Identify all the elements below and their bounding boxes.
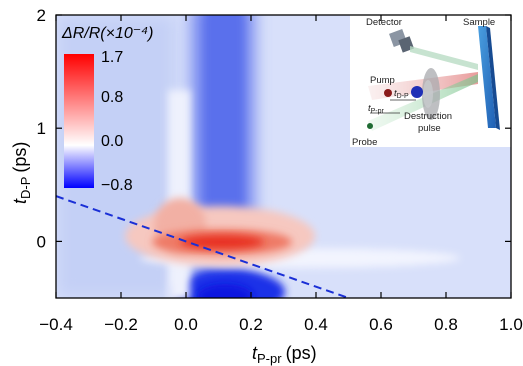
- x-tick-label: −0.2: [104, 315, 138, 334]
- inset-label-tppr: tP-pr: [368, 103, 385, 115]
- y-axis-label: tD-P(ps): [10, 142, 33, 204]
- y-axis-ticks: 0 1 2: [37, 6, 511, 251]
- x-tick-label: 0.0: [174, 315, 198, 334]
- inset-label-pump: Pump: [370, 75, 395, 86]
- x-tick-label: 0.8: [434, 315, 458, 334]
- destruction-disc-inner: [423, 80, 433, 108]
- x-tick-label: 0.4: [304, 315, 328, 334]
- plot-frame: [55, 14, 512, 299]
- x-tick-label: 0.6: [369, 315, 393, 334]
- destruction-pulse-icon: [411, 86, 423, 98]
- x-axis-label: tP-pr (ps): [252, 343, 317, 366]
- heatmap-positive-peak: [180, 235, 264, 249]
- x-tick-label: 0.2: [239, 315, 263, 334]
- colorbar-tick-max: 1.7: [101, 49, 123, 66]
- x-axis-ticks: −0.4 −0.2 0.0 0.2 0.4 0.6 0.8 1.0: [39, 15, 523, 334]
- colorbar-tick-mid: 0.8: [101, 89, 123, 106]
- inset-label-destruction: Destruction: [404, 111, 452, 122]
- inset-schematic: Detector Sample Pump tD-P tP-pr Destruct…: [350, 15, 511, 148]
- colorbar-gradient: [64, 54, 94, 188]
- inset-label-sample: Sample: [463, 17, 495, 28]
- inset-label-tdp: tD-P: [394, 88, 409, 100]
- heatmap-white-ridge: [168, 90, 190, 298]
- x-tick-label: −0.4: [39, 315, 73, 334]
- colorbar-title: ΔR/R(×10⁻⁴): [61, 25, 153, 42]
- inset-label-detector: Detector: [366, 17, 402, 28]
- sample-edge: [486, 26, 500, 130]
- y-tick-label: 0: [37, 232, 46, 251]
- sample-plate: [478, 26, 496, 128]
- heatmap-negative-bottom-core: [197, 284, 253, 298]
- detector-icon: [389, 29, 415, 53]
- probe-pulse-icon: [367, 123, 373, 129]
- colorbar: ΔR/R(×10⁻⁴) 1.7 0.8 0.0 −0.8: [61, 25, 153, 194]
- reflected-beam: [410, 46, 478, 70]
- y-tick-label: 2: [37, 6, 46, 25]
- y-tick-label: 1: [37, 119, 46, 138]
- colorbar-tick-min: −0.8: [101, 177, 133, 194]
- inset-label-probe: Probe: [352, 137, 377, 148]
- inset-label-pulse: pulse: [418, 123, 441, 134]
- colorbar-tick-zero: 0.0: [101, 133, 123, 150]
- x-tick-label: 1.0: [499, 315, 523, 334]
- pump-pulse-icon: [384, 89, 392, 97]
